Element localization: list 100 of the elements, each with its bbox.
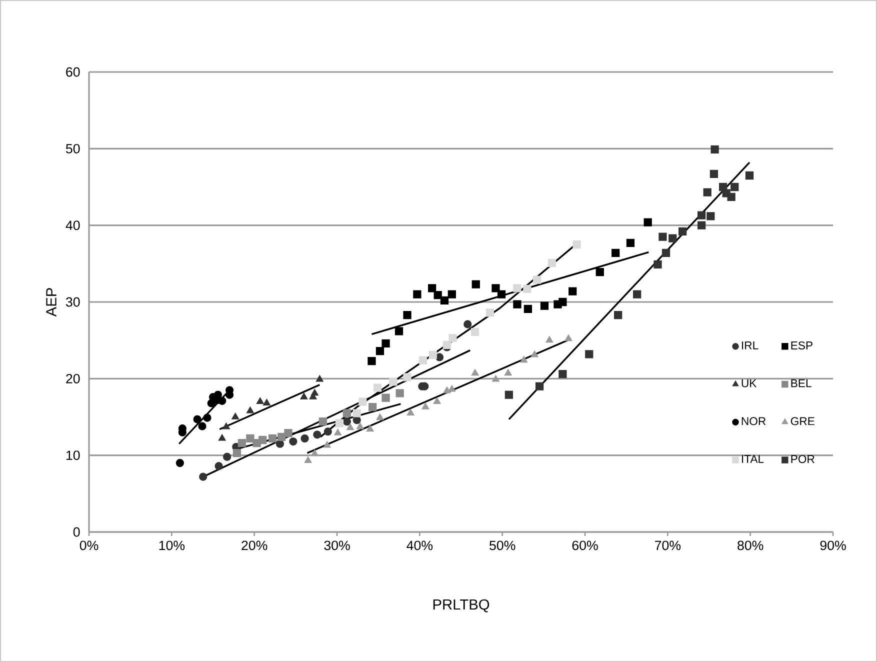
point [352, 416, 361, 424]
point [376, 347, 384, 356]
point [358, 398, 367, 406]
point [524, 304, 532, 313]
point [535, 382, 544, 390]
point [492, 284, 500, 292]
point [222, 452, 232, 461]
x-tick-label: 10% [159, 540, 185, 550]
point [246, 406, 254, 414]
point [745, 171, 754, 180]
x-tick-label: 40% [406, 540, 433, 550]
point [268, 434, 277, 443]
point [428, 284, 436, 292]
legend-label: ITAL [742, 455, 764, 463]
legend-label: GRE [790, 417, 814, 426]
point [470, 328, 480, 336]
point [289, 437, 298, 446]
point [258, 436, 267, 444]
point [214, 462, 223, 470]
point [276, 440, 284, 448]
point [199, 472, 208, 481]
point [246, 434, 254, 443]
point [313, 430, 322, 439]
point [346, 424, 354, 430]
point [396, 389, 404, 398]
point [232, 412, 239, 420]
point [710, 170, 718, 178]
point [318, 418, 328, 426]
point [323, 441, 331, 448]
point [403, 310, 412, 320]
point [678, 227, 687, 236]
x-tick-label: 20% [242, 540, 268, 550]
point [546, 336, 554, 343]
y-tick-label: 10 [66, 450, 80, 460]
point [356, 422, 364, 430]
point [668, 234, 677, 242]
point [428, 350, 437, 359]
point [492, 375, 500, 382]
point [440, 296, 449, 305]
point [472, 280, 480, 288]
x-tick-label: 90% [820, 540, 846, 550]
point [263, 399, 270, 406]
point [697, 221, 706, 230]
x-tick-label: 70% [655, 540, 681, 550]
point [433, 398, 441, 404]
y-tick-label: 50 [66, 144, 80, 154]
point [376, 414, 384, 420]
point [368, 356, 376, 366]
point [342, 409, 351, 418]
point [626, 238, 635, 248]
point [644, 218, 652, 226]
x-tick-label: 30% [324, 540, 350, 550]
legend-label: IRL [742, 341, 758, 350]
point [203, 414, 212, 422]
point [238, 439, 246, 448]
point [403, 373, 412, 382]
point [448, 334, 457, 342]
x-tick-label: 60% [572, 540, 598, 550]
point [558, 370, 567, 378]
point [382, 394, 390, 402]
point [300, 393, 308, 400]
point [406, 409, 414, 416]
point [448, 290, 456, 298]
x-axis-title: PRLTBQ [433, 599, 490, 612]
y-tick-label: 40 [66, 220, 80, 230]
point [513, 284, 522, 292]
point [176, 458, 184, 468]
point [703, 188, 712, 196]
point [513, 300, 522, 308]
point [304, 456, 312, 464]
point [658, 232, 667, 241]
point [389, 378, 398, 386]
point [558, 298, 567, 306]
point [352, 409, 361, 418]
point [486, 308, 494, 317]
point [532, 276, 542, 284]
legend-label: BEL [791, 379, 812, 388]
point [633, 290, 642, 298]
point [413, 290, 422, 298]
point [382, 339, 390, 348]
point [548, 258, 556, 267]
point [662, 248, 670, 258]
point [394, 327, 404, 336]
point [730, 182, 739, 192]
point [218, 396, 226, 405]
point [368, 402, 377, 412]
point [585, 350, 594, 358]
y-tick-label: 0 [73, 527, 80, 537]
point [564, 334, 572, 342]
point [422, 402, 430, 410]
point [366, 425, 374, 432]
point [193, 415, 202, 424]
point [654, 260, 662, 268]
y-tick-label: 60 [66, 67, 80, 77]
point [232, 448, 242, 458]
x-tick-label: 50% [490, 540, 516, 550]
point [471, 369, 479, 376]
point [497, 290, 506, 298]
legend-label: UK [742, 379, 757, 388]
legend-label: POR [791, 455, 814, 464]
